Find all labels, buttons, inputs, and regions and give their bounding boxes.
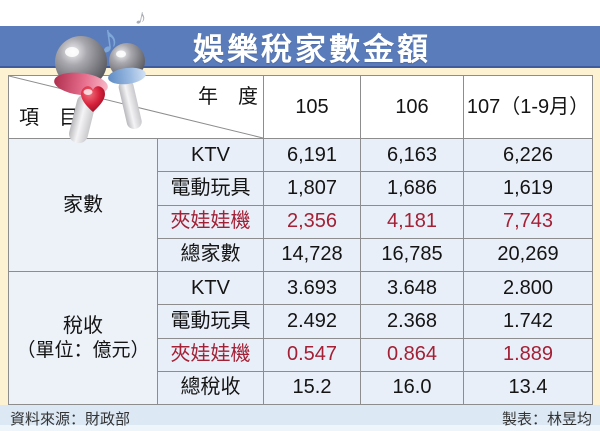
entertainment-tax-table: 年 度 項 目 105 106 107（1-9月） 家數 KTV 6,191 6… [8,75,593,406]
cell-value: 7,743 [463,204,593,239]
top-white-strip [0,0,600,26]
tax-revenue-label: 稅收 [63,314,103,337]
row-label: KTV [157,270,264,306]
table-panel: 年 度 項 目 105 106 107（1-9月） 家數 KTV 6,191 6… [0,68,600,406]
cell-value: 2,356 [263,204,361,239]
item-axis-label: 項 目 [19,107,79,129]
row-label: 總稅收 [157,370,264,406]
cell-value: 1.742 [463,304,593,339]
row-label: 總家數 [157,237,264,273]
row-label: 夾娃娃機 [157,204,264,239]
cell-value: 3.693 [263,270,361,306]
page-title: 娛樂稅家數金額 [193,31,431,67]
table-row: 家數 KTV 6,191 6,163 6,226 [8,137,593,272]
cell-value: 13.4 [463,370,593,406]
table-row: 總稅收 15.2 16.0 13.4 [9,370,593,406]
cell-value: 1,686 [360,171,464,206]
footer-bar: 資料來源：財政部 製表：林昱均 [0,405,600,431]
column-header-106: 106 [360,75,464,139]
cell-value: 3.648 [360,270,464,306]
cell-value: 6,226 [463,137,593,173]
title-bar: 娛樂稅家數金額 [0,26,600,68]
corner-cell: 年 度 項 目 [8,75,264,139]
cell-value: 4,181 [360,204,464,239]
cell-value: 0.547 [263,337,361,372]
cell-value: 2.492 [263,304,361,339]
cell-value: 16,785 [360,237,464,273]
cell-value: 1,619 [463,171,593,206]
section-label-tax-revenue: 稅收 （單位：億元） [8,271,158,405]
cell-value: 1.889 [463,337,593,372]
cell-value: 0.864 [360,337,464,372]
data-source-label: 資料來源：財政部 [10,411,131,428]
tax-revenue-unit: （單位：億元） [16,339,150,361]
year-axis-label: 年 度 [198,86,258,108]
column-header-105: 105 [263,75,361,139]
row-label: KTV [157,137,264,173]
cell-value: 6,163 [360,137,464,173]
row-label: 電動玩具 [157,171,264,206]
table-row-claw-machine: 夾娃娃機 0.547 0.864 1.889 [9,337,593,372]
section-label-households: 家數 [8,138,158,272]
header-row: 年 度 項 目 105 106 107（1-9月） [8,75,593,139]
cell-value: 1,807 [263,171,361,206]
cell-value: 16.0 [360,370,464,406]
table-row: 總家數 14,728 16,785 20,269 [9,237,593,273]
table-row: 電動玩具 2.492 2.368 1.742 [9,304,593,339]
cell-value: 2.800 [463,270,593,306]
cell-value: 6,191 [263,137,361,173]
cell-value: 20,269 [463,237,593,273]
cell-value: 15.2 [263,370,361,406]
table-row: 稅收 （單位：億元） KTV 3.693 3.648 2.800 [8,270,593,405]
row-label: 夾娃娃機 [157,337,264,372]
cell-value: 2.368 [360,304,464,339]
table-credit-label: 製表：林昱均 [501,411,592,428]
column-header-107: 107（1-9月） [463,75,593,139]
cell-value: 14,728 [263,237,361,273]
row-label: 電動玩具 [157,304,264,339]
